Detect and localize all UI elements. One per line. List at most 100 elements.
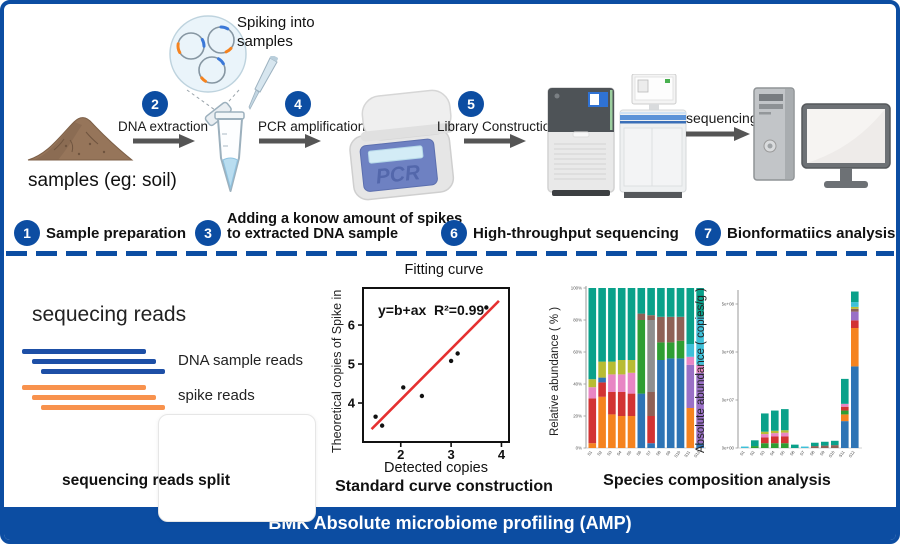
svg-text:S11: S11: [838, 449, 846, 458]
svg-text:S1: S1: [739, 449, 746, 457]
pipette-icon: [248, 56, 278, 110]
svg-text:3: 3: [447, 447, 454, 460]
svg-text:0.0e+00: 0.0e+00: [722, 446, 735, 451]
svg-text:80%: 80%: [573, 318, 582, 323]
species-caption: Species composition analysis: [603, 472, 831, 489]
banner: BMK Absolute microbiome profiling (AMP): [4, 507, 896, 540]
pcr-machine-icon: PCR: [349, 89, 455, 201]
svg-text:S4: S4: [616, 449, 623, 457]
step-4-badge: 4: [285, 91, 311, 117]
tube-icon: [204, 101, 245, 192]
standard-curve-caption: Standard curve construction: [335, 478, 553, 495]
step-1-label: Sample preparation: [46, 225, 187, 242]
reads-title: sequecing reads: [32, 303, 187, 326]
dna-reads-label: DNA sample reads: [178, 352, 304, 369]
svg-text:4: 4: [498, 447, 506, 460]
svg-text:S12: S12: [847, 449, 856, 458]
svg-text:2: 2: [397, 447, 404, 460]
step-7-badge: 7: [695, 220, 721, 246]
spike-read-line: [22, 385, 146, 390]
svg-text:S12: S12: [693, 449, 702, 458]
soil-pile-icon: [27, 117, 134, 161]
svg-text:S11: S11: [683, 449, 691, 458]
svg-text:6: 6: [348, 318, 355, 333]
svg-text:1.0e+08: 1.0e+08: [722, 350, 735, 355]
spiking-caption: Spiking into samples: [237, 14, 315, 50]
step-2-number: 2: [151, 96, 159, 112]
step-6-label: High-throughput sequencing: [473, 225, 679, 242]
svg-text:60%: 60%: [573, 350, 582, 355]
svg-text:S9: S9: [819, 449, 826, 457]
step-4-number: 4: [294, 96, 302, 112]
svg-text:S5: S5: [779, 449, 786, 457]
fit-r2: R²=0.99: [434, 302, 485, 318]
fitting-curve-title: Fitting curve: [404, 262, 484, 278]
svg-text:S6: S6: [789, 449, 796, 457]
step-6-number: 6: [450, 225, 458, 241]
fitting-curve-ylabel: Theoretical copies of Spike in: [330, 289, 344, 453]
sequencing-caption: sequencing: [686, 110, 758, 126]
fitting-curve-xlabel: Detected copies: [384, 460, 488, 476]
svg-text:S1: S1: [586, 449, 593, 457]
svg-text:40%: 40%: [573, 382, 582, 387]
svg-text:S3: S3: [759, 449, 766, 457]
svg-text:S5: S5: [625, 449, 632, 457]
arrow-right-icon: [133, 134, 195, 148]
step-5-number: 5: [467, 96, 475, 112]
relative-abundance-chart: Relative abundance ( % ) 0% 20% 40% 60% 80% 1…: [549, 280, 706, 480]
svg-text:100%: 100%: [571, 286, 582, 291]
step-6-badge: 6: [441, 220, 467, 246]
step-2-badge: 2: [142, 91, 168, 117]
svg-text:S7: S7: [645, 449, 652, 457]
svg-text:S10: S10: [673, 449, 682, 458]
svg-text:S4: S4: [769, 449, 776, 457]
step-4-label: PCR amplification: [258, 119, 366, 134]
fitting-curve-plot: 2 3 4 4 5 6: [348, 287, 510, 460]
step-3-number: 3: [204, 225, 212, 241]
step-1-badge: 1: [14, 220, 40, 246]
step-7-number: 7: [704, 225, 712, 241]
svg-text:S8: S8: [655, 449, 662, 457]
step-2-label: DNA extraction: [118, 119, 209, 134]
svg-text:5.0e+07: 5.0e+07: [722, 398, 735, 403]
svg-text:S6: S6: [635, 449, 642, 457]
absolute-abundance-ylabel: Absolute abundance ( copies/g ): [695, 288, 707, 454]
svg-text:S2: S2: [749, 449, 756, 457]
svg-text:S2: S2: [596, 449, 603, 457]
step-3-badge: 3: [195, 220, 221, 246]
svg-text:S7: S7: [799, 449, 806, 457]
svg-text:S9: S9: [665, 449, 672, 457]
empty-card: [158, 414, 316, 522]
absolute-abundance-chart: Absolute abundance ( copies/g ) 0.0e+00 5…: [695, 280, 870, 480]
callout-dashes-icon: [186, 89, 240, 111]
sequencer-machines-icon: [547, 74, 687, 198]
svg-text:0%: 0%: [576, 446, 582, 451]
arrow-right-icon: [259, 134, 321, 148]
samples-caption: samples (eg: soil): [28, 170, 177, 191]
svg-text:S3: S3: [606, 449, 613, 457]
fit-equation: y=b+ax: [378, 302, 427, 318]
fitting-curve-chart: Fitting curve Theoretical copies of Spik…: [328, 258, 560, 500]
dna-read-line: [32, 359, 156, 364]
svg-text:S10: S10: [827, 449, 836, 458]
spike-read-line: [41, 405, 165, 410]
dna-read-line: [41, 369, 165, 374]
arrow-right-icon: [464, 134, 526, 148]
relative-abundance-ylabel: Relative abundance ( % ): [549, 306, 561, 436]
svg-text:20%: 20%: [573, 414, 582, 419]
step-3-label: Adding a konow amount of spikes to extra…: [227, 211, 463, 243]
dashed-divider: [6, 251, 894, 256]
svg-text:1.5e+08: 1.5e+08: [722, 302, 735, 307]
spike-read-line: [32, 395, 156, 400]
computer-icon: [753, 87, 891, 188]
absolute-abundance-plot: 0.0e+00 5.0e+07 1.0e+08 1.5e+08 S1S2S3S4S5S6…: [722, 290, 862, 458]
step-5-label: Library Construction: [437, 119, 558, 134]
dna-read-line: [22, 349, 146, 354]
spike-plasmids-dish-icon: [169, 15, 247, 93]
step-1-number: 1: [23, 225, 31, 241]
reads-caption: sequencing reads split: [62, 472, 230, 489]
banner-title: BMK Absolute microbiome profiling (AMP): [268, 513, 632, 533]
svg-text:5: 5: [348, 357, 355, 372]
step-7-label: Bionformatiics analysis: [727, 225, 896, 242]
